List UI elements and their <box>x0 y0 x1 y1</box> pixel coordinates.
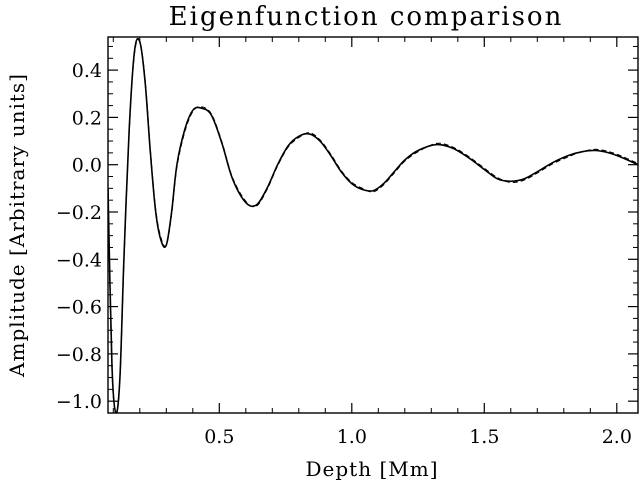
y-tick-label: −0.6 <box>56 297 102 319</box>
plot-frame <box>107 36 639 414</box>
x-tick-label: 2.0 <box>602 426 632 448</box>
solid-series-line <box>108 37 638 413</box>
x-axis-label: Depth [Mm] <box>306 457 439 481</box>
y-tick-label: 0.4 <box>72 60 102 82</box>
y-tick-label: 0.2 <box>72 107 102 129</box>
plot-area: 0.5 1.0 1.5 2.0 −1.0 −0.8 −0.6 −0.4 −0.2 0.0 0.2 0.… <box>56 36 639 448</box>
dashed-series-line <box>108 39 638 413</box>
y-tick-label: 0.0 <box>72 155 102 177</box>
y-tick-label: −0.8 <box>56 344 102 366</box>
chart-title: Eigenfunction comparison <box>169 2 564 32</box>
y-axis-label: Amplitude [Arbitrary units] <box>5 73 29 378</box>
x-tick-label: 0.5 <box>204 426 234 448</box>
x-tick-label: 1.5 <box>469 426 499 448</box>
y-tick-label: −0.2 <box>56 202 102 224</box>
x-tick-label: 1.0 <box>337 426 367 448</box>
y-tick-label: −1.0 <box>56 391 102 413</box>
y-tick-label: −0.4 <box>56 249 102 271</box>
